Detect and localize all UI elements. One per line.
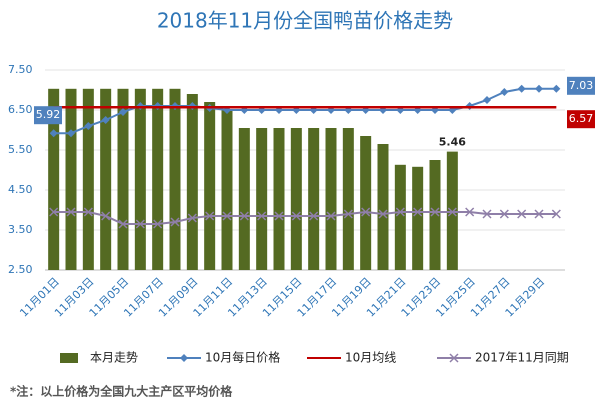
marker xyxy=(483,96,491,104)
marker xyxy=(430,207,440,217)
marker xyxy=(517,84,526,93)
marker xyxy=(343,209,353,219)
bar xyxy=(360,136,372,270)
marker xyxy=(222,211,232,221)
bar xyxy=(256,128,268,270)
legend-label: 2017年11月同期 xyxy=(475,351,569,365)
marker xyxy=(67,129,75,138)
marker xyxy=(66,207,76,217)
bar xyxy=(48,88,60,270)
bar xyxy=(446,151,458,270)
bar xyxy=(117,88,129,270)
marker xyxy=(309,211,319,221)
marker xyxy=(378,209,388,219)
marker xyxy=(500,88,509,96)
bar xyxy=(342,128,354,270)
y-tick-label: 2.50 xyxy=(8,263,33,276)
marker xyxy=(49,129,58,138)
bar xyxy=(325,128,337,270)
legend-label: 10月均线 xyxy=(345,351,396,365)
marker xyxy=(84,122,93,130)
bar xyxy=(204,102,216,270)
marker xyxy=(517,209,527,219)
y-tick-label: 7.50 xyxy=(8,63,33,76)
line xyxy=(53,210,557,225)
legend-swatch xyxy=(60,353,78,363)
marker xyxy=(395,207,405,217)
marker xyxy=(49,207,59,217)
marker xyxy=(170,217,180,227)
value-box xyxy=(34,106,62,125)
marker xyxy=(447,207,457,217)
bar xyxy=(394,164,406,270)
bar xyxy=(82,88,94,270)
marker xyxy=(326,211,336,221)
data-label: 5.46 xyxy=(439,136,466,149)
y-tick-label: 4.50 xyxy=(8,183,33,196)
marker xyxy=(291,211,301,221)
marker xyxy=(552,84,561,93)
value-label: 7.03 xyxy=(569,79,594,92)
bar xyxy=(308,128,320,270)
marker xyxy=(274,211,284,221)
marker xyxy=(119,108,127,116)
marker xyxy=(187,213,197,223)
marker xyxy=(205,211,215,221)
bar xyxy=(377,144,389,270)
bar xyxy=(221,110,233,270)
marker xyxy=(482,209,492,219)
marker xyxy=(465,207,475,217)
bar xyxy=(65,88,77,270)
legend-label: 本月走势 xyxy=(90,351,138,365)
bar xyxy=(186,94,198,270)
marker xyxy=(413,207,423,217)
legend-swatch xyxy=(449,353,459,363)
bar xyxy=(152,88,164,270)
marker xyxy=(153,219,163,229)
bar xyxy=(273,128,285,270)
bar xyxy=(169,88,181,270)
value-box xyxy=(567,110,595,129)
legend-swatch xyxy=(180,354,188,362)
bar xyxy=(238,128,250,270)
marker xyxy=(361,207,371,217)
bar xyxy=(100,88,112,270)
marker xyxy=(118,219,128,229)
bar xyxy=(134,88,146,270)
chart-title: 2018年11月份全国鸭苗价格走势 xyxy=(157,9,453,33)
marker xyxy=(101,116,110,124)
marker xyxy=(101,211,111,221)
y-tick-label: 6.50 xyxy=(8,103,33,116)
marker xyxy=(534,209,544,219)
bar xyxy=(412,166,424,270)
marker xyxy=(135,219,145,229)
marker xyxy=(239,211,249,221)
value-label: 6.57 xyxy=(569,112,594,125)
value-box xyxy=(567,76,595,95)
y-tick-label: 3.50 xyxy=(8,223,33,236)
bar xyxy=(429,160,441,270)
marker xyxy=(83,207,93,217)
y-tick-label: 5.50 xyxy=(8,143,33,156)
legend-label: 10月每日价格 xyxy=(205,350,280,365)
bar xyxy=(290,128,302,270)
value-label: 5.92 xyxy=(36,108,61,121)
marker xyxy=(551,209,561,219)
marker xyxy=(499,209,509,219)
marker xyxy=(535,84,543,93)
marker xyxy=(257,211,267,221)
footnote: *注：以上价格为全国九大主产区平均价格 xyxy=(10,384,233,399)
